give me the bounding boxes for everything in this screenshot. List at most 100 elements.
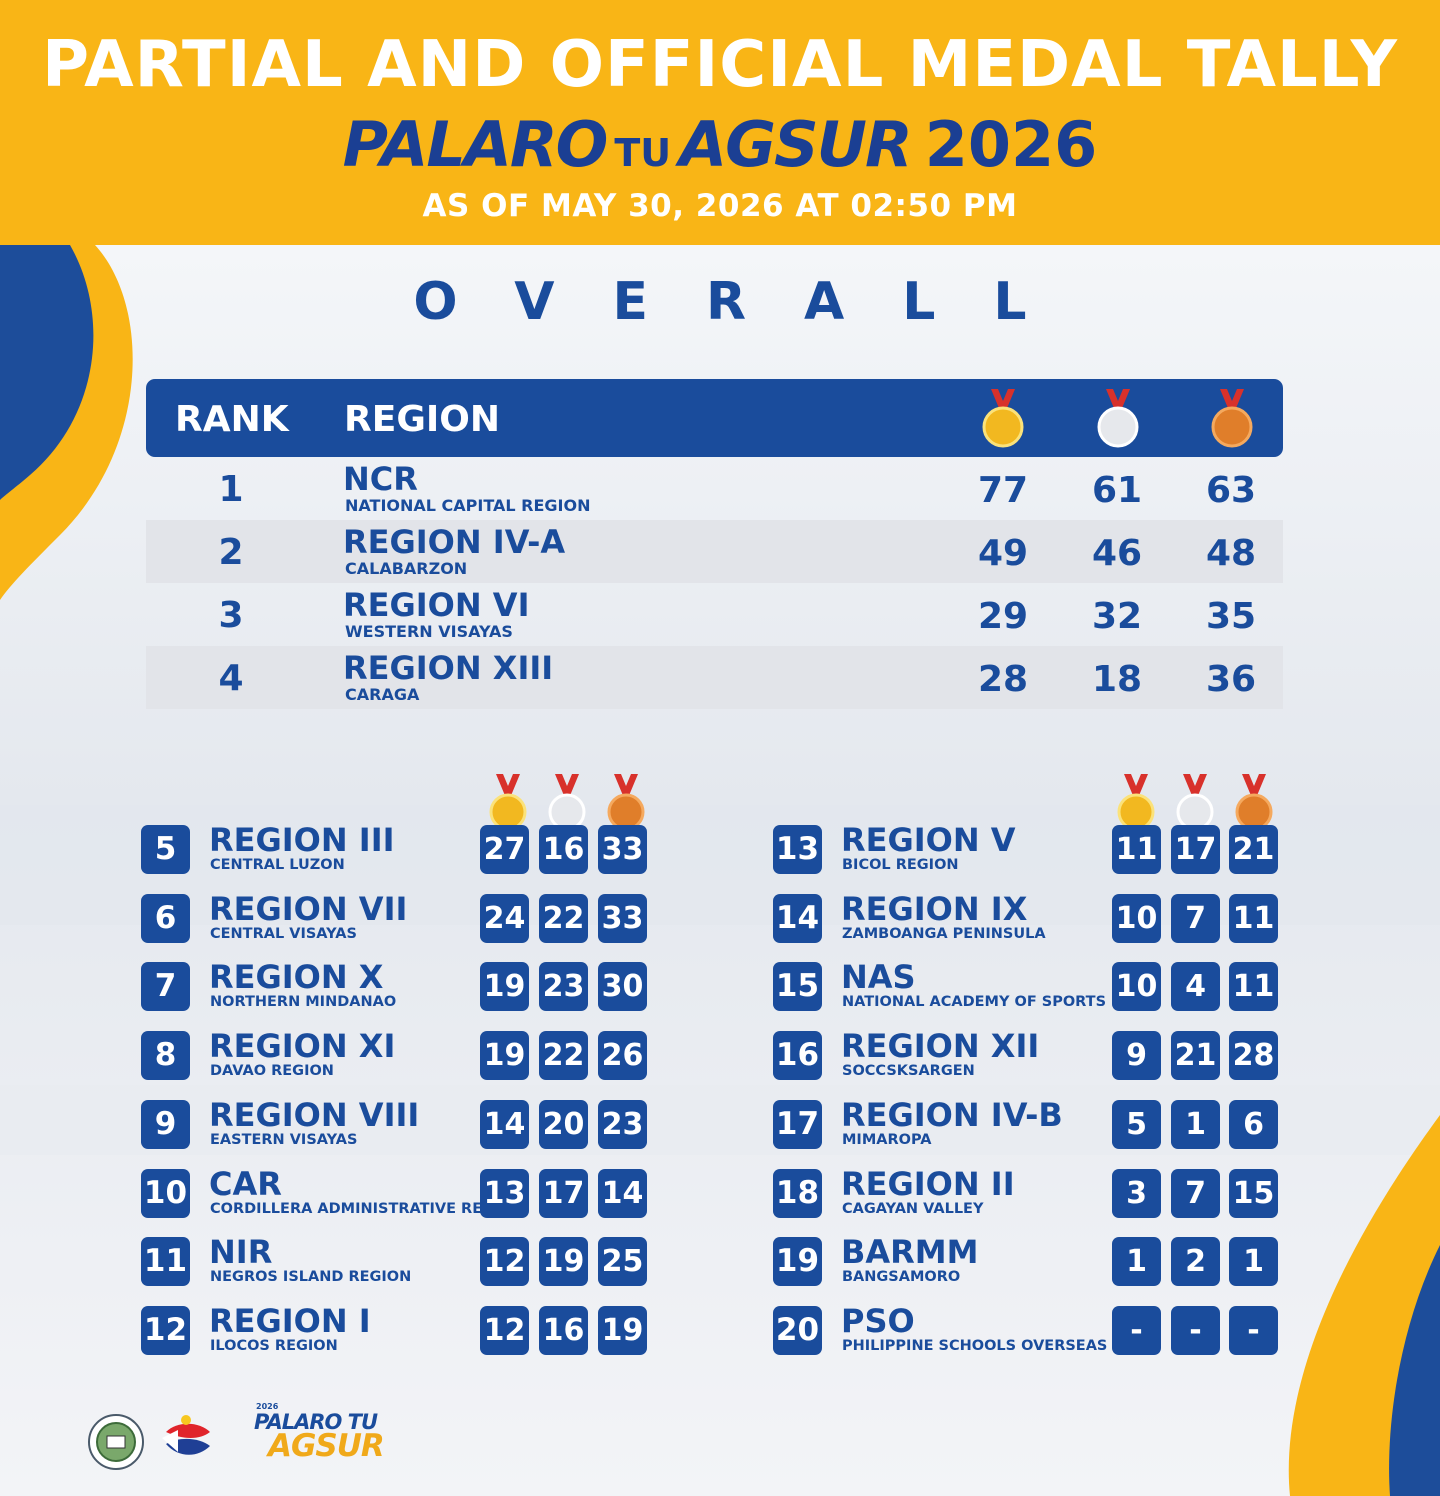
- list-item: 14 REGION IX ZAMBOANGA PENINSULA 10 7 11: [773, 889, 1293, 943]
- silver-medal-icon: [548, 774, 586, 831]
- provincial-seal-icon: [88, 1414, 144, 1470]
- silver-count-badge: 20: [539, 1099, 588, 1149]
- list-item: 6 REGION VII CENTRAL VISAYAS 24 22 33: [141, 889, 661, 943]
- list-item: 7 REGION X NORTHERN MINDANAO 19 23 30: [141, 957, 661, 1012]
- list-item: 12 REGION I ILOCOS REGION 12 16 19: [141, 1301, 661, 1355]
- region-name: PSO: [841, 1301, 915, 1340]
- rank-badge: 7: [141, 962, 190, 1012]
- region-name: REGION IX: [841, 889, 1028, 928]
- rank-number: 2: [218, 532, 244, 573]
- silver-count-badge: 7: [1171, 1168, 1220, 1218]
- list-item: 19 BARMM BANGSAMORO 1 2 1: [773, 1232, 1293, 1287]
- silver-count-badge: 22: [539, 1031, 588, 1081]
- event-year: 2026: [924, 108, 1098, 181]
- table-header: RANK REGION: [146, 379, 1283, 457]
- bronze-count-badge: 15: [1229, 1168, 1278, 1218]
- region-name: REGION XII: [841, 1027, 1040, 1066]
- region-name: REGION VIII: [209, 1095, 420, 1134]
- region-name: REGION I: [209, 1301, 371, 1340]
- philippine-flag-emblem-icon: [162, 1415, 210, 1455]
- region-subtitle: ZAMBOANGA PENINSULA: [842, 925, 1046, 942]
- gold-count-badge: 24: [480, 893, 529, 943]
- bronze-count-badge: -: [1229, 1305, 1278, 1355]
- gold-count: 29: [977, 596, 1029, 637]
- rank-badge: 11: [141, 1237, 190, 1287]
- region-subtitle: CORDILLERA ADMINISTRATIVE REGION: [210, 1200, 524, 1217]
- event-name-part3: AGSUR: [679, 108, 913, 181]
- rank-badge: 12: [141, 1305, 190, 1355]
- rank-number: 1: [218, 469, 244, 510]
- region-name: NCR: [343, 460, 418, 498]
- gold-count-badge: 10: [1112, 962, 1161, 1012]
- table-row: 4 REGION XIII CARAGA 28 18 36: [146, 646, 1283, 709]
- footer-logos: [88, 1400, 378, 1480]
- rank-badge: 13: [773, 825, 822, 874]
- silver-count-badge: 7: [1171, 893, 1220, 943]
- bronze-count-badge: 28: [1229, 1031, 1278, 1081]
- sponsor-logos: [88, 1414, 210, 1470]
- rank-badge: 15: [773, 962, 822, 1012]
- region-name: NIR: [209, 1233, 273, 1272]
- silver-count-badge: 16: [539, 825, 588, 874]
- silver-count-badge: 19: [539, 1237, 588, 1287]
- rank-badge: 17: [773, 1099, 822, 1149]
- table-row: 3 REGION VI WESTERN VISAYAS 29 32 35: [146, 583, 1283, 646]
- silver-medal-icon: [1097, 389, 1139, 448]
- region-name: REGION XI: [209, 1027, 396, 1066]
- region-subtitle: DAVAO REGION: [210, 1063, 334, 1080]
- region-subtitle: NATIONAL ACADEMY OF SPORTS: [842, 994, 1107, 1011]
- bronze-count-badge: 26: [598, 1031, 647, 1081]
- bronze-count: 36: [1205, 659, 1257, 700]
- rank-column-header: RANK: [175, 399, 289, 440]
- list-item: 9 REGION VIII EASTERN VISAYAS 14 20 23: [141, 1095, 661, 1149]
- bronze-count-badge: 14: [598, 1168, 647, 1218]
- list-item: 11 NIR NEGROS ISLAND REGION 12 19 25: [141, 1232, 661, 1287]
- region-subtitle: CAGAYAN VALLEY: [842, 1200, 984, 1217]
- silver-count: 32: [1091, 596, 1143, 637]
- rank-badge: 16: [773, 1031, 822, 1081]
- region-subtitle: CALABARZON: [345, 559, 468, 578]
- gold-count-badge: 19: [480, 1031, 529, 1081]
- overall-heading: OVERALL: [413, 272, 1085, 332]
- region-subtitle: CENTRAL VISAYAS: [210, 925, 357, 942]
- event-name-part2: TU: [614, 131, 672, 175]
- region-subtitle: CENTRAL LUZON: [210, 857, 345, 873]
- event-name: PALARO TU AGSUR 2026: [0, 108, 1440, 181]
- silver-count-badge: 16: [539, 1305, 588, 1355]
- event-logo-line2: AGSUR: [268, 1428, 385, 1464]
- silver-count: 61: [1091, 470, 1143, 511]
- region-name: REGION VII: [209, 889, 408, 928]
- list-item: 16 REGION XII SOCCSKSARGEN 9 21 28: [773, 1026, 1293, 1081]
- region-subtitle: NEGROS ISLAND REGION: [210, 1269, 412, 1286]
- bronze-count: 63: [1205, 470, 1257, 511]
- region-subtitle: BICOL REGION: [842, 857, 959, 873]
- region-name: REGION VI: [343, 586, 530, 624]
- gold-count-badge: 10: [1112, 893, 1161, 943]
- bronze-count-badge: 23: [598, 1099, 647, 1149]
- gold-count-badge: 27: [480, 825, 529, 874]
- bronze-count-badge: 33: [598, 893, 647, 943]
- event-logo-line1: PALARO TU: [254, 1410, 378, 1434]
- table-row: 2 REGION IV-A CALABARZON 49 46 48: [146, 520, 1283, 583]
- rank-badge: 9: [141, 1099, 190, 1149]
- gold-count-badge: 13: [480, 1168, 529, 1218]
- bronze-count: 48: [1205, 533, 1257, 574]
- region-name: REGION III: [209, 821, 395, 859]
- region-subtitle: PHILIPPINE SCHOOLS OVERSEAS: [842, 1337, 1108, 1354]
- gold-count-badge: 19: [480, 962, 529, 1012]
- gold-count: 49: [977, 533, 1029, 574]
- table-row: 1 NCR NATIONAL CAPITAL REGION 77 61 63: [146, 457, 1283, 520]
- event-name-part1: PALARO: [342, 108, 609, 181]
- gold-count-badge: 9: [1112, 1031, 1161, 1081]
- bronze-count-badge: 25: [598, 1237, 647, 1287]
- region-name: REGION IV-B: [841, 1095, 1063, 1134]
- gold-count-badge: -: [1112, 1305, 1161, 1355]
- bronze-count-badge: 6: [1229, 1099, 1278, 1149]
- gold-count-badge: 5: [1112, 1099, 1161, 1149]
- region-name: CAR: [209, 1164, 282, 1203]
- silver-count-badge: -: [1171, 1305, 1220, 1355]
- gold-count: 28: [977, 659, 1029, 700]
- rank-badge: 8: [141, 1031, 190, 1081]
- gold-medal-icon: [1117, 774, 1155, 831]
- gold-count-badge: 3: [1112, 1168, 1161, 1218]
